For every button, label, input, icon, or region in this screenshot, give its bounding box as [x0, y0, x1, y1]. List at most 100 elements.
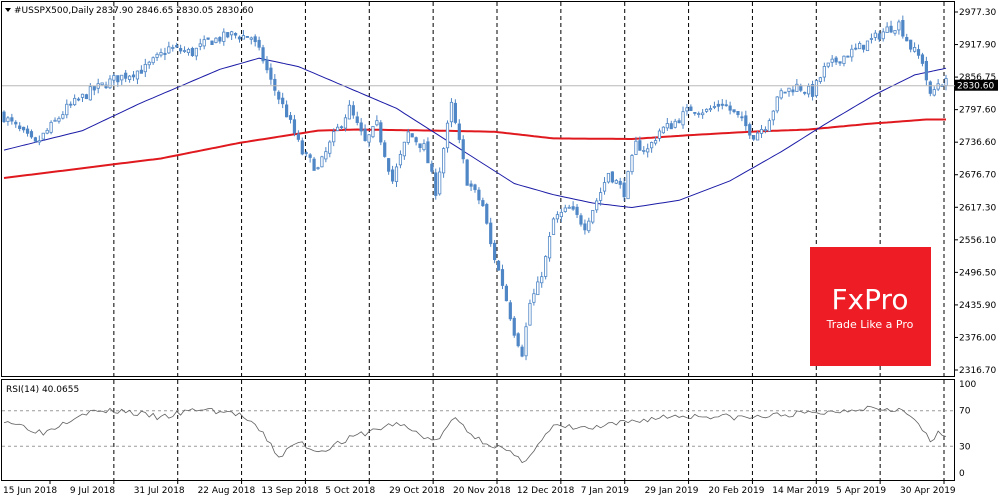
candle — [422, 139, 426, 152]
candle — [775, 96, 779, 114]
candle — [202, 35, 206, 50]
candle — [355, 111, 359, 126]
candle — [339, 125, 344, 131]
candle — [932, 86, 936, 97]
candle — [485, 202, 489, 225]
candle — [45, 128, 49, 135]
candle — [320, 155, 324, 168]
candle — [861, 44, 866, 53]
candle — [351, 101, 355, 119]
candle — [394, 163, 399, 187]
candle — [854, 43, 858, 51]
candle — [131, 71, 136, 81]
candle — [281, 92, 285, 109]
candle — [312, 156, 316, 171]
candle — [822, 62, 826, 82]
candle — [29, 129, 34, 139]
candle — [547, 231, 552, 262]
candle — [693, 112, 697, 116]
candle — [563, 204, 567, 213]
candle — [928, 80, 932, 97]
y-tick-label: 2435.90 — [959, 301, 996, 311]
candle — [756, 130, 760, 141]
candle — [830, 55, 834, 67]
candle — [343, 114, 348, 132]
x-tick-label: 30 Apr 2019 — [900, 486, 956, 496]
candle — [324, 147, 328, 163]
candle — [265, 56, 269, 74]
candle — [65, 99, 69, 119]
candle — [269, 63, 273, 85]
candle — [53, 117, 57, 122]
candle — [567, 204, 571, 209]
candle — [752, 135, 756, 141]
candle — [508, 300, 512, 321]
y-tick-label: 2676.70 — [959, 171, 996, 181]
candle — [25, 125, 30, 137]
candle — [936, 79, 940, 92]
candle — [657, 128, 662, 142]
fxpro-logo: FxPro Trade Like a Pro — [810, 247, 931, 366]
candle — [634, 136, 638, 155]
candle — [551, 217, 556, 235]
candle — [732, 109, 736, 114]
candle — [127, 74, 132, 83]
candle — [76, 97, 81, 102]
candle — [273, 74, 277, 96]
candle — [237, 35, 242, 43]
rsi-path — [3, 405, 947, 464]
candle — [885, 22, 889, 33]
candle — [744, 110, 748, 131]
candle — [257, 36, 261, 51]
candle — [300, 137, 304, 156]
candle — [426, 137, 430, 164]
candle — [445, 120, 450, 153]
candle — [245, 36, 249, 38]
candle — [226, 32, 230, 39]
candle — [897, 19, 901, 35]
candle — [253, 34, 257, 47]
candle — [810, 80, 815, 101]
candle — [559, 208, 563, 223]
candle — [516, 332, 520, 348]
x-tick-label: 7 Jan 2019 — [581, 486, 629, 496]
ma-slow-line — [3, 118, 946, 179]
candle — [124, 69, 128, 83]
last-price-value: 2830.60 — [957, 82, 994, 92]
rsi-tick-label: 0 — [959, 469, 965, 479]
candle — [151, 56, 155, 65]
candle — [720, 99, 724, 110]
candle — [838, 61, 842, 66]
candle — [387, 158, 391, 175]
candle — [414, 136, 418, 146]
candle — [198, 38, 202, 51]
candle — [155, 52, 159, 61]
candle — [336, 123, 340, 132]
vertical-grid — [113, 2, 945, 480]
candle — [736, 111, 740, 118]
candle — [182, 46, 187, 53]
candle — [924, 56, 928, 86]
candle — [610, 171, 614, 184]
candle — [375, 115, 379, 127]
candle — [214, 37, 218, 44]
candle — [175, 42, 179, 48]
logo-brand: FxPro — [831, 283, 908, 316]
candle — [49, 120, 53, 135]
candle — [826, 62, 830, 69]
candle — [591, 210, 595, 225]
candle — [818, 76, 823, 84]
candle — [689, 104, 693, 111]
candle — [528, 299, 532, 326]
candle — [473, 183, 477, 193]
candle — [767, 118, 771, 132]
candle — [241, 30, 246, 40]
price-panel-frame — [1, 1, 955, 377]
candle — [292, 114, 297, 137]
candle — [865, 40, 870, 52]
candle — [383, 140, 387, 158]
candle — [284, 100, 289, 118]
candle — [873, 30, 877, 41]
